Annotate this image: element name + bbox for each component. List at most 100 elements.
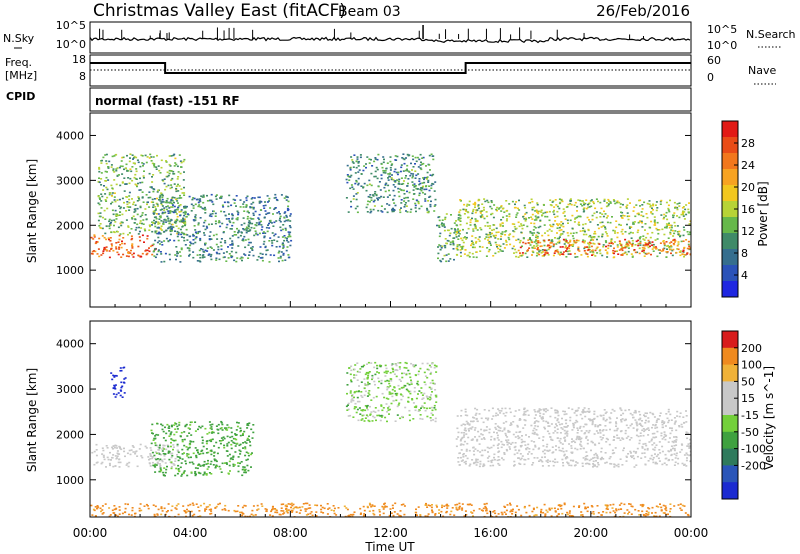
echo-cell (621, 437, 624, 439)
echo-cell (220, 421, 223, 424)
echo-cell (653, 436, 656, 439)
echo-cell (554, 412, 557, 414)
echo-cell (455, 445, 458, 448)
echo-cell (665, 223, 668, 225)
echo-cell (346, 174, 349, 176)
echo-cell (169, 187, 172, 190)
echo-cell (220, 248, 223, 251)
echo-cell (558, 207, 561, 210)
echo-cell (605, 245, 607, 248)
echo-cell (685, 421, 688, 423)
echo-cell (417, 202, 420, 205)
echo-cell (511, 200, 514, 203)
echo-cell (624, 409, 627, 412)
echo-cell (620, 248, 623, 250)
echo-cell (566, 250, 569, 253)
echo-cell (619, 439, 622, 441)
freq-right-tick-top: 60 (707, 54, 721, 67)
echo-cell (127, 233, 129, 236)
echo-cell (671, 429, 674, 432)
echo-cell (538, 460, 540, 462)
echo-cell (652, 413, 655, 416)
echo-cell (415, 406, 418, 409)
echo-cell (347, 175, 350, 177)
echo-cell (389, 166, 392, 169)
echo-cell (497, 447, 500, 449)
echo-cell (616, 428, 619, 430)
echo-cell (570, 244, 573, 246)
echo-cell (399, 417, 402, 420)
echo-cell (617, 253, 620, 255)
echo-cell (151, 230, 154, 233)
echo-cell (661, 420, 664, 422)
echo-cell (485, 233, 488, 236)
echo-cell (114, 455, 117, 457)
echo-cell (641, 445, 644, 448)
echo-cell (215, 243, 218, 246)
echo-cell (289, 244, 292, 247)
echo-cell (579, 230, 582, 232)
echo-cell (244, 468, 247, 471)
echo-cell (241, 259, 243, 262)
echo-cell (352, 162, 355, 164)
echo-cell (162, 444, 165, 447)
echo-cell (288, 234, 291, 237)
echo-cell (245, 206, 248, 208)
echo-cell (104, 199, 107, 201)
echo-cell (689, 442, 691, 445)
echo-cell (169, 225, 172, 228)
echo-cell (160, 469, 163, 472)
echo-cell (183, 236, 185, 239)
echo-cell (414, 163, 416, 165)
echo-cell (154, 231, 157, 234)
echo-cell (198, 204, 201, 206)
echo-cell (593, 465, 596, 467)
colorbar-tick-label: 24 (741, 159, 755, 172)
echo-cell (472, 228, 475, 230)
echo-cell (508, 215, 511, 218)
echo-cell (229, 470, 231, 472)
echo-cell (392, 368, 394, 371)
echo-cell (588, 249, 591, 251)
echo-cell (521, 455, 524, 457)
echo-cell (147, 201, 149, 203)
echo-cell (458, 464, 461, 466)
echo-cell (679, 451, 682, 453)
echo-cell (112, 169, 115, 172)
echo-cell (206, 250, 209, 252)
echo-cell (175, 220, 178, 223)
echo-cell (429, 203, 432, 206)
echo-cell (415, 397, 418, 400)
echo-cell (543, 409, 546, 412)
echo-cell (590, 236, 593, 239)
echo-cell (514, 445, 517, 448)
echo-cell (610, 238, 613, 240)
echo-cell (495, 428, 498, 430)
echo-cell (562, 222, 564, 225)
noise-right-tick-bottom: 10^0 (707, 39, 737, 52)
colorbar-segment (722, 121, 738, 138)
echo-cell (628, 227, 631, 230)
echo-cell (506, 443, 509, 446)
echo-cell (502, 225, 504, 227)
echo-cell (605, 411, 608, 413)
echo-cell (541, 460, 544, 463)
echo-cell (686, 247, 689, 250)
echo-cell (426, 368, 429, 371)
echo-cell (536, 237, 539, 239)
echo-cell (161, 448, 164, 450)
echo-cell (210, 428, 213, 430)
echo-cell (179, 204, 182, 206)
echo-cell (677, 234, 680, 236)
echo-cell (552, 460, 555, 463)
echo-cell (132, 451, 135, 453)
echo-cell (148, 462, 151, 465)
echo-cell (225, 450, 228, 452)
echo-cell (644, 412, 647, 414)
echo-cell (261, 226, 264, 228)
echo-cell (197, 463, 200, 466)
echo-cell (215, 233, 218, 236)
echo-cell (468, 430, 470, 432)
echo-cell (651, 432, 654, 435)
echo-cell (224, 240, 227, 242)
